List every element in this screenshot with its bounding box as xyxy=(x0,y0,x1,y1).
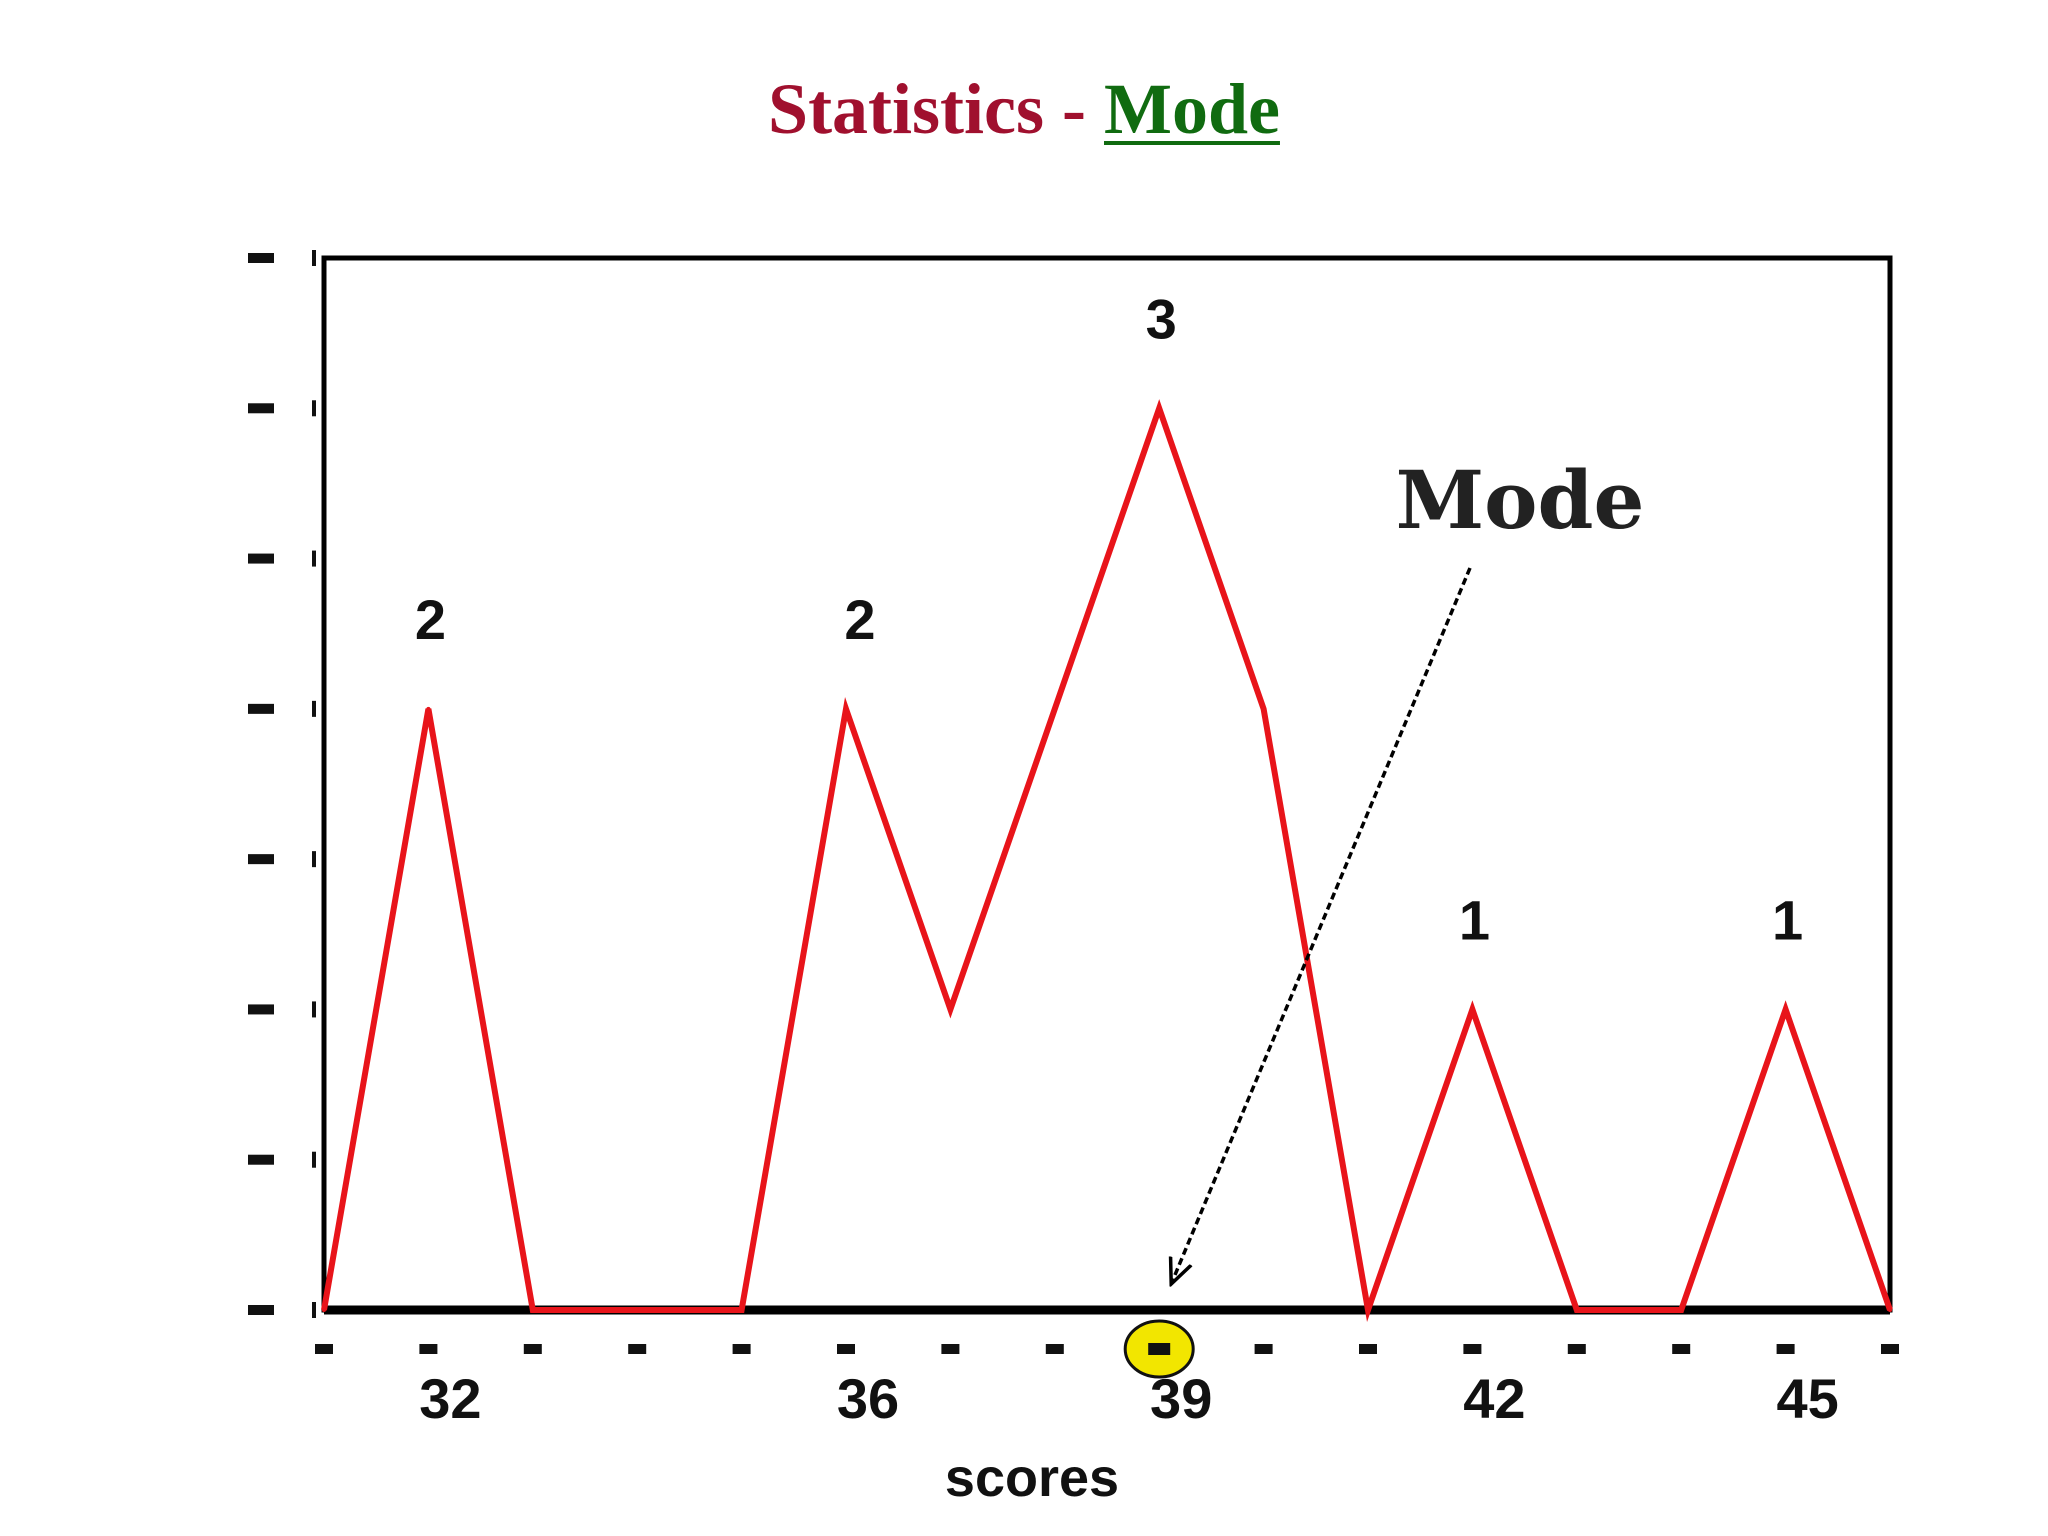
data-point xyxy=(1470,1007,1475,1012)
peak-label: 2 xyxy=(844,588,875,651)
data-point xyxy=(1888,1308,1892,1312)
data-point xyxy=(1366,1308,1370,1312)
score-label: 39 xyxy=(1150,1367,1212,1430)
x-axis-label: scores xyxy=(945,1448,1119,1508)
data-point xyxy=(426,706,431,711)
data-point xyxy=(1574,1308,1579,1312)
data-point xyxy=(1052,706,1057,711)
x-tick-glyph xyxy=(1672,1344,1691,1354)
y-tick-glyph xyxy=(248,1154,274,1165)
x-tick-glyph xyxy=(1776,1344,1795,1354)
y-tick-glyph xyxy=(248,553,274,564)
peak-label: 2 xyxy=(415,588,446,651)
x-tick-glyph xyxy=(1359,1344,1377,1354)
y-tick-glyph xyxy=(248,1305,274,1315)
data-point xyxy=(739,1308,744,1312)
data-point xyxy=(1679,1308,1684,1312)
y-tick-glyph xyxy=(248,403,274,414)
series-line xyxy=(321,399,1893,1322)
slide-title: Statistics - Mode xyxy=(0,66,2048,152)
title-main: Statistics xyxy=(768,69,1045,149)
mode-highlight-glyph xyxy=(1148,1343,1171,1355)
data-point xyxy=(1157,406,1162,411)
score-label: 32 xyxy=(419,1367,481,1430)
data-point xyxy=(530,1308,535,1312)
data-point xyxy=(1261,706,1266,711)
y-tick xyxy=(312,700,316,717)
score-label: 45 xyxy=(1776,1367,1838,1430)
title-separator: - xyxy=(1062,69,1086,149)
x-tick-glyph xyxy=(419,1344,438,1354)
y-tick-glyph xyxy=(248,253,274,263)
plot-frame xyxy=(321,255,1893,1313)
x-tick-glyph xyxy=(1254,1344,1273,1354)
peak-labels: 2 2 3 1 1 xyxy=(415,287,1803,951)
mode-annotation-text: Mode xyxy=(1396,453,1645,547)
y-tick xyxy=(312,1151,316,1168)
y-tick xyxy=(312,400,316,417)
y-axis-ticks xyxy=(248,250,316,1318)
data-point xyxy=(635,1308,640,1312)
score-label: 36 xyxy=(837,1367,899,1430)
y-tick xyxy=(312,1001,316,1018)
data-point xyxy=(948,1007,953,1012)
x-tick-glyph xyxy=(315,1344,333,1354)
x-tick-glyph xyxy=(523,1344,542,1354)
title-accent: Mode xyxy=(1104,69,1280,149)
peak-label: 1 xyxy=(1459,888,1490,951)
x-tick-glyph xyxy=(1463,1344,1482,1354)
y-tick xyxy=(312,250,316,266)
x-tick-glyph xyxy=(732,1344,751,1354)
series-points xyxy=(322,406,1892,1312)
y-tick xyxy=(312,1302,316,1318)
x-tick-glyph xyxy=(1881,1344,1899,1354)
data-point xyxy=(322,1308,326,1312)
x-tick-glyph xyxy=(1567,1344,1586,1354)
data-point xyxy=(844,706,848,711)
y-tick-glyph xyxy=(248,703,274,714)
y-tick xyxy=(312,550,316,567)
peak-label: 3 xyxy=(1146,287,1177,350)
data-point xyxy=(1783,1007,1788,1012)
x-tick-glyph xyxy=(837,1344,855,1354)
score-labels: 32 36 39 42 45 xyxy=(419,1367,1838,1430)
mode-annotation-arrow xyxy=(1171,567,1472,1284)
y-tick-glyph xyxy=(248,1004,274,1015)
score-label: 42 xyxy=(1463,1367,1525,1430)
x-tick-glyph xyxy=(1045,1344,1064,1354)
peak-label: 1 xyxy=(1772,888,1803,951)
x-tick-glyph xyxy=(941,1344,960,1354)
x-tick-glyph xyxy=(628,1344,647,1354)
y-tick xyxy=(312,851,316,868)
y-tick-glyph xyxy=(248,854,274,865)
x-axis-ticks xyxy=(315,1344,1899,1354)
